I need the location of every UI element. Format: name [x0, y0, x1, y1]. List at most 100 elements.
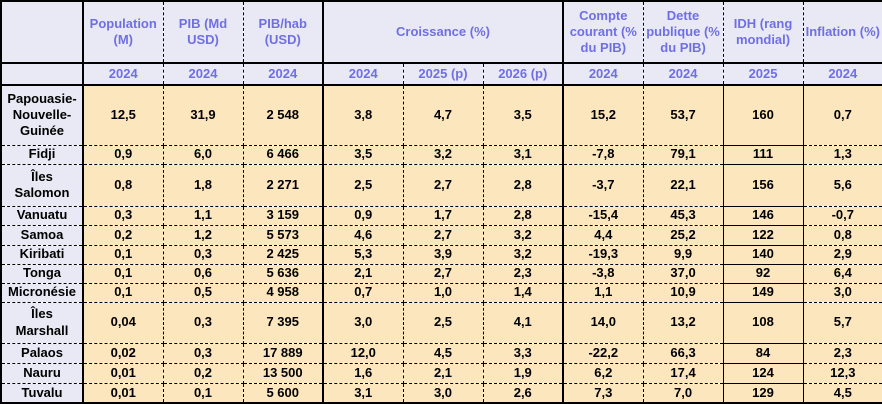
cell: 1,6 — [322, 362, 404, 384]
cell: 2,7 — [402, 224, 484, 246]
cell: 3,1 — [322, 382, 404, 404]
cell: 146 — [722, 205, 804, 226]
cell: 0,9 — [82, 144, 164, 165]
cell: 12,3 — [802, 362, 882, 384]
cell: 31,9 — [162, 84, 244, 146]
cell: 17,4 — [642, 362, 724, 384]
year-cell: 2024 — [82, 62, 164, 86]
cell: 2 425 — [242, 244, 324, 265]
cell: 5,7 — [802, 301, 882, 344]
table-row-tuvalu: Tuvalu 0,01 0,1 5 600 3,1 3,0 2,6 7,3 7,… — [0, 382, 882, 404]
row-label: Kiribati — [0, 244, 84, 265]
cell: 4,6 — [322, 224, 404, 246]
year-cell: 2024 — [642, 62, 724, 86]
table-row-iles-salomon: Îles Salomon 0,8 1,8 2 271 2,5 2,7 2,8 -… — [0, 163, 882, 207]
cell: 0,01 — [82, 382, 164, 404]
cell: 0,01 — [82, 362, 164, 384]
cell: 3,2 — [482, 224, 564, 246]
cell: 92 — [722, 263, 804, 284]
cell: 0,3 — [162, 301, 244, 344]
cell: 2,3 — [802, 342, 882, 364]
cell: 79,1 — [642, 144, 724, 165]
year-cell: 2024 — [322, 62, 404, 86]
row-label: Micronésie — [0, 282, 84, 303]
cell: -22,2 — [562, 342, 644, 364]
cell: 3,0 — [802, 282, 882, 303]
cell: 0,1 — [162, 382, 244, 404]
col-header-idh: IDH (rang mondial) — [722, 0, 804, 64]
col-header-dette-publique: Dette publique (% du PIB) — [642, 0, 724, 64]
cell: 5,3 — [322, 244, 404, 265]
col-header-pib: PIB (Md USD) — [162, 0, 244, 64]
cell: 122 — [722, 224, 804, 246]
row-label: Fidji — [0, 144, 84, 165]
header-year-row: 2024 2024 2024 2024 2025 (p) 2026 (p) 20… — [0, 62, 882, 86]
cell: 7,0 — [642, 382, 724, 404]
cell: 66,3 — [642, 342, 724, 364]
cell: 2,9 — [802, 244, 882, 265]
cell: 4,5 — [402, 342, 484, 364]
year-cell: 2024 — [562, 62, 644, 86]
cell: 13,2 — [642, 301, 724, 344]
cell: 2,1 — [402, 362, 484, 384]
cell: 6,0 — [162, 144, 244, 165]
table-row-kiribati: Kiribati 0,1 0,3 2 425 5,3 3,9 3,2 -19,3… — [0, 244, 882, 265]
cell: 5 600 — [242, 382, 324, 404]
cell: 1,7 — [402, 205, 484, 226]
cell: 1,1 — [562, 282, 644, 303]
cell: 0,2 — [82, 224, 164, 246]
table-row-micronesie: Micronésie 0,1 0,5 4 958 0,7 1,0 1,4 1,1… — [0, 282, 882, 303]
table-row-samoa: Samoa 0,2 1,2 5 573 4,6 2,7 3,2 4,4 25,2… — [0, 224, 882, 246]
header-group-row: Population (M) PIB (Md USD) PIB/hab (USD… — [0, 0, 882, 64]
cell: 0,02 — [82, 342, 164, 364]
row-label: Nauru — [0, 362, 84, 384]
table-row-tonga: Tonga 0,1 0,6 5 636 2,1 2,7 2,3 -3,8 37,… — [0, 263, 882, 284]
cell: 1,9 — [482, 362, 564, 384]
cell: 2,1 — [322, 263, 404, 284]
cell: 3,2 — [482, 244, 564, 265]
year-cell: 2026 (p) — [482, 62, 564, 86]
cell: 1,0 — [402, 282, 484, 303]
table-row-nauru: Nauru 0,01 0,2 13 500 1,6 2,1 1,9 6,2 17… — [0, 362, 882, 384]
table-row-iles-marshall: Îles Marshall 0,04 0,3 7 395 3,0 2,5 4,1… — [0, 301, 882, 344]
cell: 6 466 — [242, 144, 324, 165]
cell: 1,8 — [162, 163, 244, 207]
cell: -3,7 — [562, 163, 644, 207]
row-label: Tonga — [0, 263, 84, 284]
cell: 7 395 — [242, 301, 324, 344]
row-label: Îles Salomon — [0, 163, 84, 207]
cell: 5 573 — [242, 224, 324, 246]
cell: 10,9 — [642, 282, 724, 303]
cell: 0,1 — [82, 282, 164, 303]
cell: 0,1 — [82, 263, 164, 284]
cell: 3 159 — [242, 205, 324, 226]
cell: 2,5 — [402, 301, 484, 344]
cell: 37,0 — [642, 263, 724, 284]
year-cell: 2025 — [722, 62, 804, 86]
cell: 3,0 — [402, 382, 484, 404]
cell: 0,04 — [82, 301, 164, 344]
cell: 0,7 — [322, 282, 404, 303]
cell: 45,3 — [642, 205, 724, 226]
cell: 140 — [722, 244, 804, 265]
year-cell: 2025 (p) — [402, 62, 484, 86]
cell: 4,7 — [402, 84, 484, 146]
cell: 4 958 — [242, 282, 324, 303]
cell: 2,5 — [322, 163, 404, 207]
cell: 1,1 — [162, 205, 244, 226]
row-label: Tuvalu — [0, 382, 84, 404]
cell: 3,3 — [482, 342, 564, 364]
cell: 1,2 — [162, 224, 244, 246]
cell: 108 — [722, 301, 804, 344]
cell: 0,2 — [162, 362, 244, 384]
cell: 12,0 — [322, 342, 404, 364]
cell: 13 500 — [242, 362, 324, 384]
col-header-population: Population (M) — [82, 0, 164, 64]
cell: 0,6 — [162, 263, 244, 284]
row-label: Papouasie-Nouvelle-Guinée — [0, 84, 84, 146]
cell: 4,1 — [482, 301, 564, 344]
cell: 156 — [722, 163, 804, 207]
cell: 2,7 — [402, 263, 484, 284]
